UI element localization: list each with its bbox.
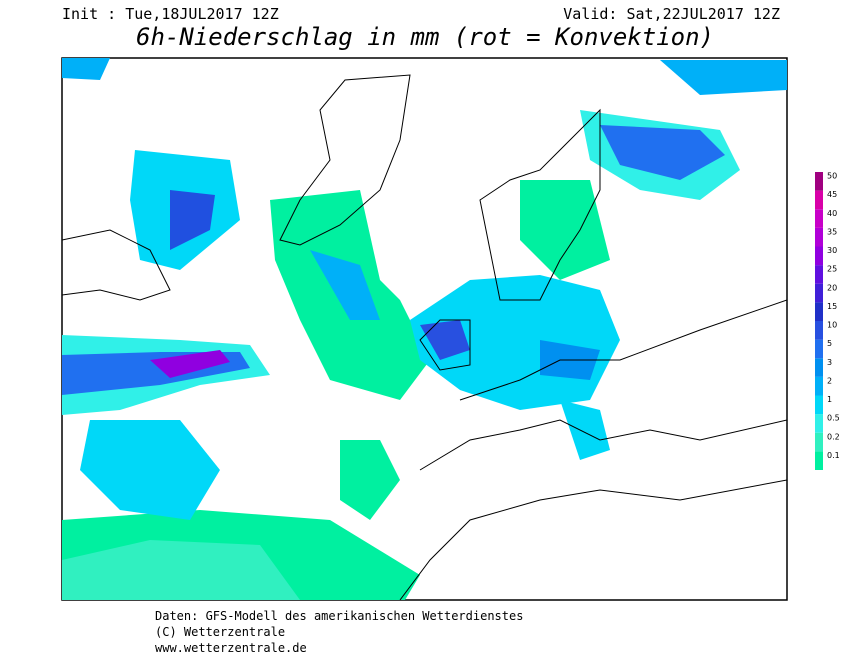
legend-label: 40	[827, 209, 837, 218]
legend-swatch	[815, 339, 823, 359]
legend-label: 50	[827, 172, 837, 181]
legend-swatch	[815, 172, 823, 191]
legend-swatch	[815, 321, 823, 340]
init-label: Init : Tue,18JUL2017 12Z	[62, 5, 279, 23]
legend-swatch	[815, 395, 823, 415]
footer-source: Daten: GFS-Modell des amerikanischen Wet…	[155, 609, 523, 623]
legend-swatch	[815, 227, 823, 247]
legend-swatch	[815, 265, 823, 284]
legend-swatch	[815, 451, 823, 470]
legend-label: 45	[827, 190, 837, 199]
legend-swatch	[815, 358, 823, 377]
map	[61, 57, 788, 601]
footer-copyright: (C) Wetterzentrale	[155, 625, 285, 639]
legend-label: 10	[827, 321, 837, 330]
legend-swatch	[815, 414, 823, 433]
legend-label: 5	[827, 339, 832, 348]
legend-swatch	[815, 209, 823, 228]
legend-label: 0.5	[827, 414, 840, 423]
legend-label: 2	[827, 376, 832, 385]
footer-url: www.wetterzentrale.de	[155, 641, 307, 655]
legend-swatch	[815, 246, 823, 266]
legend-label: 15	[827, 302, 837, 311]
legend-swatch	[815, 376, 823, 396]
legend-label: 35	[827, 227, 837, 236]
valid-label: Valid: Sat,22JUL2017 12Z	[563, 5, 780, 23]
title: 6h-Niederschlag in mm (rot = Konvektion)	[136, 23, 714, 51]
legend-label: 3	[827, 358, 832, 367]
legend-swatch	[815, 283, 823, 303]
legend-label: 1	[827, 395, 832, 404]
legend-label: 25	[827, 265, 837, 274]
legend-label: 0.1	[827, 451, 840, 460]
legend-swatch	[815, 190, 823, 210]
legend-label: 30	[827, 246, 837, 255]
legend-label: 0.2	[827, 432, 840, 441]
legend-label: 20	[827, 283, 837, 292]
legend-swatch	[815, 302, 823, 321]
legend-swatch	[815, 432, 823, 452]
